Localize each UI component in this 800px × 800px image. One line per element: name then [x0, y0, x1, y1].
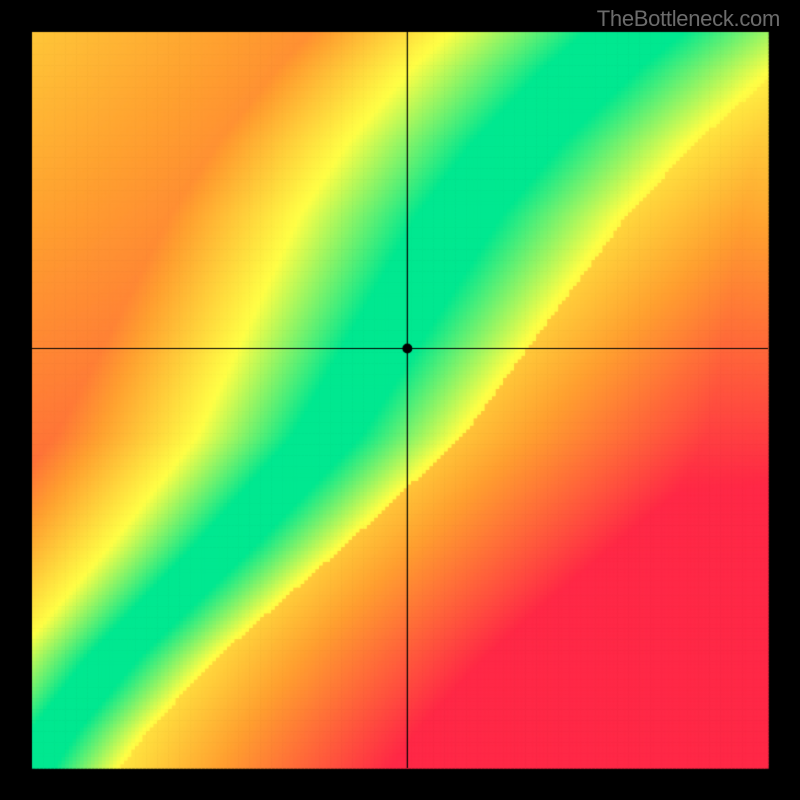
- watermark-text: TheBottleneck.com: [597, 6, 780, 32]
- chart-container: TheBottleneck.com: [0, 0, 800, 800]
- heatmap-canvas: [0, 0, 800, 800]
